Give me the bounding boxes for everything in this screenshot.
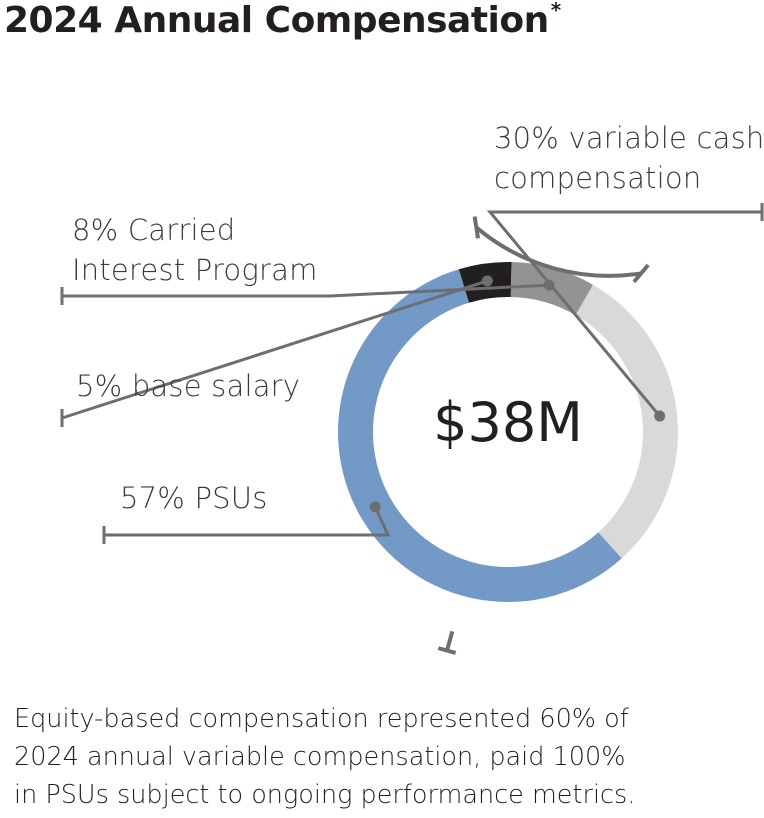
bracket-center-tick bbox=[445, 630, 455, 652]
bracket-end-cap-bottom bbox=[472, 216, 480, 239]
donut-slice-psus bbox=[338, 269, 622, 602]
center-total-label: $38M bbox=[433, 391, 583, 454]
leader-line-base-salary bbox=[61, 279, 488, 420]
chart-title: 2024 Annual Compensation * bbox=[4, 0, 561, 41]
label-base-salary: 5% base salary bbox=[76, 366, 300, 406]
label-variable-cash-line1: 30% variable cash bbox=[494, 121, 764, 155]
leader-line-carried-interest bbox=[62, 283, 550, 298]
leader-line-psus bbox=[104, 506, 391, 537]
leader-dot-carried-interest bbox=[543, 279, 555, 291]
label-base-salary-line1: 5% base salary bbox=[76, 369, 301, 403]
variable-compensation-bracket bbox=[437, 216, 650, 655]
donut-chart: $38M bbox=[60, 203, 764, 655]
label-carried-interest-line2: Interest Program bbox=[72, 253, 318, 287]
bracket-arc bbox=[475, 225, 642, 278]
label-carried-interest-line1: 8% Carried bbox=[72, 213, 236, 247]
leader-dot-psus bbox=[369, 501, 381, 513]
label-psus: 57% PSUs bbox=[120, 478, 268, 518]
footnote-line-3: in PSUs subject to ongoing performance m… bbox=[14, 780, 636, 810]
bracket-end-cap-top bbox=[632, 263, 650, 284]
donut-slice-variable-cash bbox=[575, 284, 678, 559]
leader-line-variable-cash bbox=[486, 210, 762, 418]
bracket-center-tick-cap bbox=[437, 646, 457, 655]
label-carried-interest: 8% Carried Interest Program bbox=[72, 210, 318, 290]
leader-dot-base-salary bbox=[481, 275, 493, 287]
title-asterisk: * bbox=[550, 0, 561, 22]
footnote: Equity-based compensation represented 60… bbox=[14, 700, 754, 814]
label-psus-line1: 57% PSUs bbox=[120, 481, 268, 515]
chart-title-text: 2024 Annual Compensation bbox=[4, 0, 549, 41]
footnote-line-1: Equity-based compensation represented 60… bbox=[14, 704, 629, 734]
label-variable-cash: 30% variable cash compensation bbox=[494, 118, 764, 198]
label-variable-cash-line2: compensation bbox=[494, 161, 702, 195]
footnote-line-2: 2024 annual variable compensation, paid … bbox=[14, 742, 626, 772]
leader-dot-variable-cash bbox=[654, 410, 666, 422]
leader-lines bbox=[60, 203, 764, 544]
